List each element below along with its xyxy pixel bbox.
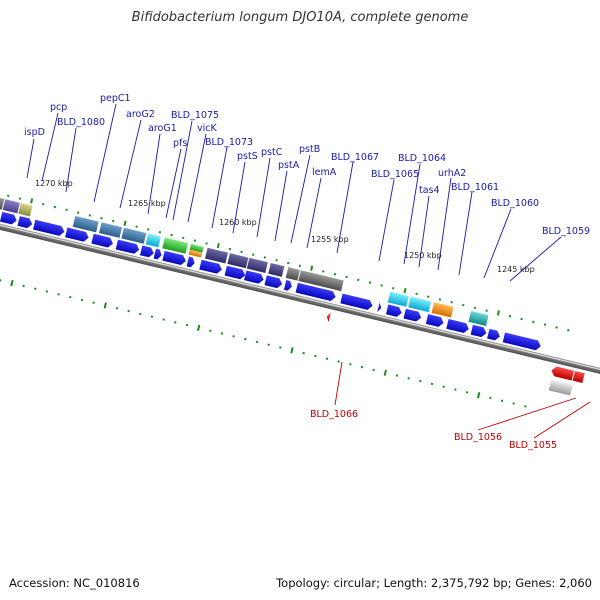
gene-label-BLD_1061: BLD_1061 [451,182,499,193]
reverse-label-leaders [334,361,591,439]
gene-label-pepC1: pepC1 [100,93,131,104]
gene-label-pfs: pfs [173,138,187,149]
gene-label-BLD_1066: BLD_1066 [310,409,358,420]
genome-title: Bifidobacterium longum DJO10A, complete … [131,10,469,25]
gene-label-BLD_1075: BLD_1075 [171,110,219,121]
gene-label-pcp: pcp [50,102,67,113]
gene-label-BLD_1060: BLD_1060 [491,198,539,209]
gene-label-BLD_1067: BLD_1067 [331,152,379,163]
gene-label-aroG2: aroG2 [126,109,155,120]
forward-label-leaders [26,103,562,282]
scale-label: 1270 kbp [35,179,73,188]
scale-label: 1265 kbp [128,199,166,208]
scale-label: 1245 kbp [497,265,535,274]
gene-label-aroG1: aroG1 [148,123,177,134]
gene-label-pstC: pstC [261,147,283,158]
upper-tick-row [7,194,570,332]
gene-label-BLD_1080: BLD_1080 [57,117,105,128]
accession-label: Accession: NC_010816 [9,576,140,590]
gene-label-urhA2: urhA2 [438,168,466,179]
scale-label: 1250 kbp [404,251,442,260]
gene-label-BLD_1064: BLD_1064 [398,153,446,164]
forward-cds-track [0,207,541,351]
gene-label-BLD_1073: BLD_1073 [205,137,253,148]
gene-label-ispD: ispD [24,127,45,138]
gene-label-BLD_1059: BLD_1059 [542,226,590,237]
gene-label-pstA: pstA [278,160,300,171]
scale-label: 1255 kbp [311,235,349,244]
gene-label-vicK: vicK [197,123,217,134]
lower-tick-row [0,279,527,408]
genome-summary-label: Topology: circular; Length: 2,375,792 bp… [276,576,592,590]
gene-label-pstS: pstS [237,151,258,162]
gene-label-BLD_1065: BLD_1065 [371,169,419,180]
cog-feature-blocks [0,195,489,326]
gene-label-lemA: lemA [312,167,337,178]
gene-label-tas4: tas4 [419,185,440,196]
genome-backbone [0,217,600,383]
gene-label-BLD_1056: BLD_1056 [454,432,502,443]
scale-label: 1260 kbp [219,218,257,227]
gene-label-pstB: pstB [299,144,320,155]
reverse-cds-track [326,312,585,396]
gene-label-BLD_1055: BLD_1055 [509,440,557,451]
